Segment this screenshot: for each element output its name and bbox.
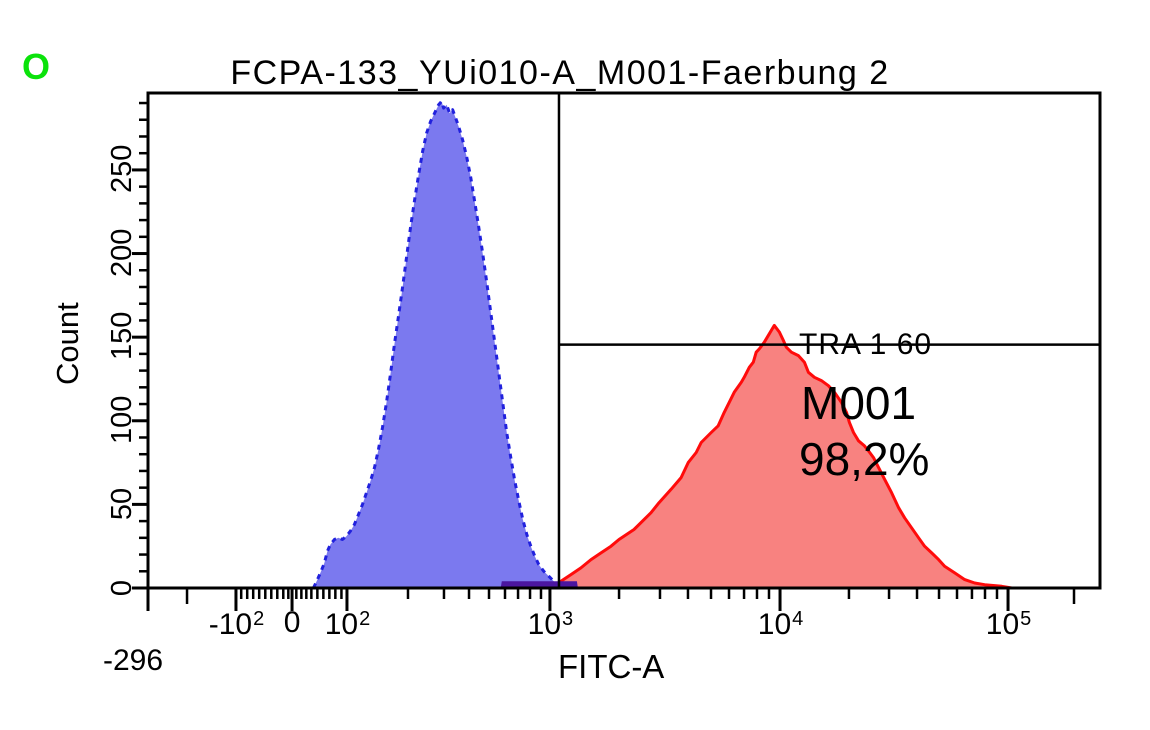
plot-border bbox=[146, 91, 1102, 590]
y-tick-label: 50 bbox=[106, 488, 138, 521]
y-tick-label: 100 bbox=[106, 395, 138, 444]
x-tick-label: 0 bbox=[283, 606, 301, 639]
y-tick-label: 200 bbox=[106, 228, 138, 277]
population-id-label: M001 bbox=[801, 377, 917, 429]
histogram-negative-control-blue bbox=[311, 99, 573, 590]
histogram-tra-1-60-positive-red bbox=[551, 323, 1014, 590]
x-tick-label: 102 bbox=[324, 608, 371, 641]
x-tick-label: 105 bbox=[985, 608, 1032, 641]
plot-title: FCPA-133_YUi010-A_M001-Faerbung 2 bbox=[230, 54, 890, 92]
x-tick-label: 104 bbox=[757, 608, 804, 641]
y-tick-label: 250 bbox=[106, 144, 138, 193]
x-axis-min-label: -296 bbox=[103, 644, 164, 677]
well-indicator: O bbox=[22, 46, 51, 87]
y-tick-label: 150 bbox=[106, 311, 138, 361]
gate-label: TRA 1 60 bbox=[799, 328, 933, 361]
x-tick-label: -102 bbox=[208, 608, 265, 641]
x-tick-label: 103 bbox=[527, 608, 574, 641]
population-percent-label: 98,2% bbox=[799, 433, 930, 485]
x-axis-label: FITC-A bbox=[558, 648, 665, 685]
y-tick-label: 0 bbox=[106, 579, 138, 597]
